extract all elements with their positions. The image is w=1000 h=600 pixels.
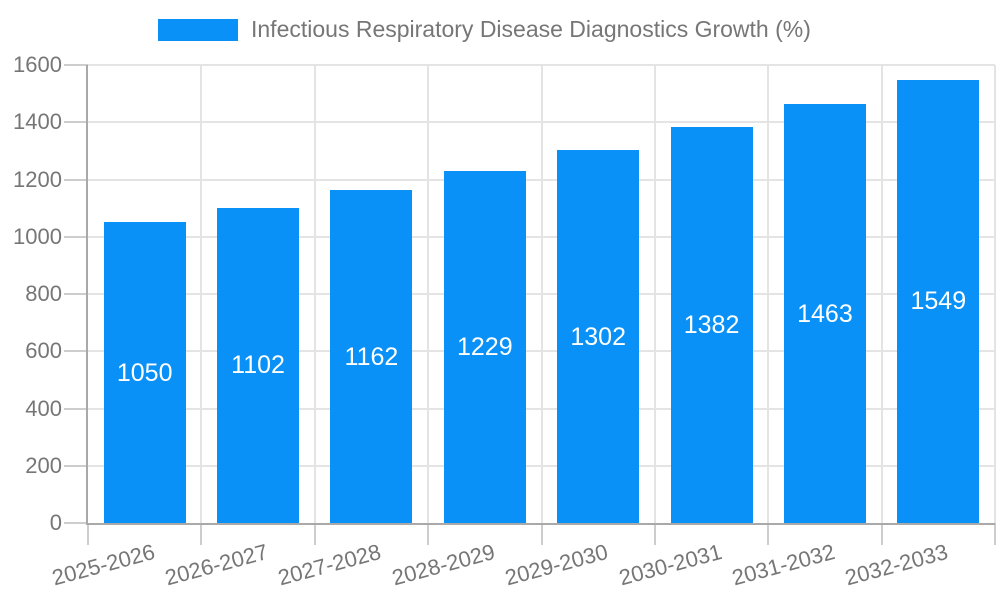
y-axis-tick — [64, 64, 88, 66]
x-gridline — [540, 65, 543, 523]
y-tick-label: 1200 — [13, 166, 62, 192]
bar[interactable] — [103, 222, 186, 523]
y-axis-tick — [64, 464, 88, 467]
y-tick-label: 0 — [49, 510, 62, 535]
x-axis-tick — [200, 523, 203, 545]
y-tick-label: 600 — [25, 338, 62, 364]
y-axis-line — [86, 65, 88, 523]
x-gridline — [200, 65, 203, 523]
x-gridline — [653, 65, 656, 523]
bar[interactable] — [557, 150, 640, 523]
x-axis-tick — [313, 523, 316, 545]
bar-value-label: 1302 — [570, 322, 626, 351]
y-axis-tick — [64, 121, 88, 124]
legend-swatch-icon — [158, 18, 238, 41]
bar-value-label: 1382 — [683, 311, 740, 340]
bar[interactable] — [330, 190, 413, 523]
y-axis-tick — [64, 407, 88, 410]
y-tick-label: 1600 — [13, 52, 62, 77]
x-axis-line — [86, 523, 995, 525]
bar-value-label: 1549 — [910, 287, 967, 316]
y-tick-label: 800 — [25, 281, 62, 306]
y-axis-tick — [64, 178, 88, 181]
y-tick-label: 200 — [25, 452, 62, 478]
x-gridline — [994, 65, 996, 523]
bar[interactable] — [670, 127, 753, 523]
bar[interactable] — [443, 171, 526, 523]
bar-value-label: 1229 — [457, 333, 513, 362]
x-axis-tick — [880, 523, 883, 545]
y-axis-tick — [64, 293, 88, 295]
bar[interactable] — [783, 104, 866, 523]
x-axis-tick — [653, 523, 656, 545]
y-tick-label: 1000 — [13, 223, 62, 249]
bar-value-label: 1102 — [231, 351, 285, 380]
y-tick-label: 400 — [25, 395, 62, 421]
y-axis-tick — [64, 235, 88, 238]
y-axis-tick — [64, 522, 88, 524]
legend-label: Infectious Respiratory Disease Diagnosti… — [251, 16, 811, 42]
bar-value-label: 1162 — [344, 342, 399, 371]
bar-value-label: 1463 — [797, 299, 853, 328]
x-axis-tick — [994, 523, 996, 545]
x-axis-tick — [767, 523, 770, 545]
x-gridline — [880, 65, 883, 523]
bar[interactable] — [897, 79, 980, 523]
x-gridline — [313, 65, 316, 523]
x-gridline — [767, 65, 770, 523]
x-gridline — [427, 65, 430, 523]
bar-value-label: 1050 — [116, 358, 173, 387]
x-axis-tick — [87, 523, 89, 545]
y-tick-label: 1400 — [13, 109, 62, 135]
x-axis-tick — [427, 523, 430, 545]
legend-item[interactable]: Infectious Respiratory Disease Diagnosti… — [158, 16, 811, 43]
x-axis-tick — [540, 523, 543, 545]
bar[interactable] — [217, 207, 300, 523]
y-axis-tick — [64, 350, 88, 353]
